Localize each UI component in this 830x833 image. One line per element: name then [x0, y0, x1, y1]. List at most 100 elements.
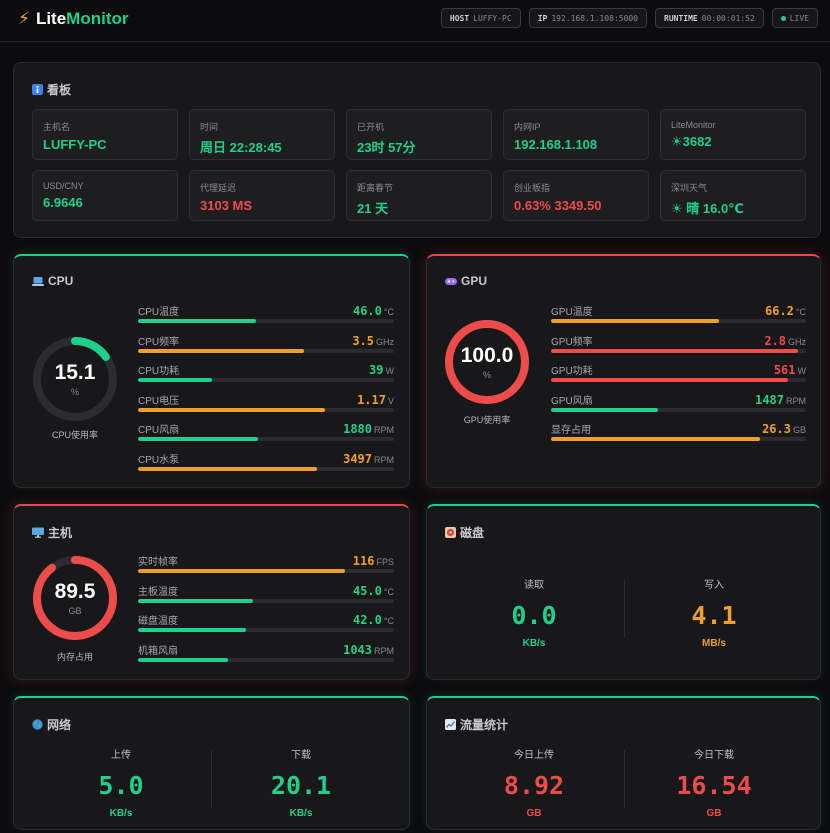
metric-label: GPU功耗 — [551, 366, 593, 378]
metric-bar-fill — [551, 437, 761, 442]
metric-label: 机箱风扇 — [138, 645, 178, 657]
metric-value: 66.2 — [764, 304, 794, 318]
cpu-usage-gauge: 15.1 % — [30, 334, 120, 424]
metric-bar-track — [138, 628, 394, 633]
metric-bar-track — [551, 378, 806, 383]
metric-value: 1043 — [343, 642, 372, 657]
metric-row: 磁盘温度 42.0 °C — [138, 611, 394, 641]
metric-bar-track — [551, 319, 806, 323]
metric-row: 显存占用 26.3 GB — [551, 420, 806, 450]
dashboard-card-label: 创业板指 — [514, 183, 551, 193]
dashboard-title: 看板 — [32, 81, 71, 98]
metric-label: GPU温度 — [551, 307, 593, 318]
cpu-gauge-value: 15.1 — [54, 361, 96, 384]
dashboard-cards: 主机名 LUFFY-PC 时间 周日 22:28:45 已开机 23时 57分 内网IP 19… — [32, 109, 806, 221]
metric-value: 46.0 — [352, 304, 382, 318]
dashboard-card: 主机名 LUFFY-PC — [32, 109, 178, 160]
dashboard-card: 创业板指 0.63% 3349.50 — [503, 170, 649, 221]
disk-read-stat: 读取 0.0 KB/s — [445, 576, 623, 649]
metric-label: GPU风扇 — [551, 395, 593, 407]
metric-bar-track — [551, 407, 806, 412]
info-icon — [32, 84, 43, 95]
gamepad-icon — [445, 278, 457, 285]
live-chip-label: LIVE — [789, 13, 809, 23]
metric-row: CPU电压 1.17 V — [138, 391, 394, 421]
traffic-title-text: 流量统计 — [460, 718, 509, 732]
metric-row: CPU温度 46.0 °C — [138, 302, 394, 332]
traffic-divider — [624, 750, 625, 808]
dashboard-card-label: 内网IP — [514, 122, 541, 132]
traffic-download-label: 今日下载 — [694, 750, 734, 761]
metric-value: 42.0 — [352, 613, 382, 628]
disk-title: 磁盘 — [445, 524, 484, 541]
metric-bar-track — [138, 407, 394, 412]
dashboard-card-label: 主机名 — [43, 122, 71, 132]
dashboard-card-value: 21 天 — [357, 201, 389, 216]
disk-read-value: 0.0 — [511, 601, 557, 630]
app-header: ⚡ Lite Monitor HOST LUFFY-PC IP 192.168.… — [0, 0, 830, 42]
disk-read-label: 读取 — [524, 580, 544, 591]
host-chip: HOST LUFFY-PC — [440, 8, 521, 28]
metric-value: 45.0 — [352, 583, 382, 598]
gauge-arc — [33, 556, 117, 640]
runtime-chip: RUNTIME 00:00:01:52 — [655, 8, 764, 28]
metric-row: 实时帧率 116 FPS — [138, 552, 394, 582]
metric-label: CPU风扇 — [138, 425, 180, 437]
metric-label: CPU温度 — [138, 307, 180, 318]
gpu-panel: GPU 100.0 % GPU使用率 GPU温度 66.2 °C GPU频率 2.8 GH… — [426, 254, 821, 488]
memory-gauge-unit: GB — [68, 606, 82, 616]
gpu-gauge-unit: % — [482, 370, 491, 380]
dashboard-card: 内网IP 192.168.1.108 — [503, 109, 649, 160]
app-name-part2: Monitor — [66, 9, 129, 28]
network-title: 网络 — [32, 716, 71, 733]
gauge-arc — [445, 320, 529, 404]
network-upload-label: 上传 — [111, 750, 131, 761]
metric-row: CPU风扇 1880 RPM — [138, 420, 394, 450]
cpu-panel: CPU 15.1 % CPU使用率 CPU温度 46.0 °C CPU频率 3.5 GHz… — [13, 254, 410, 488]
traffic-upload-unit: GB — [526, 808, 542, 819]
metric-row: GPU温度 66.2 °C — [551, 302, 806, 332]
metric-unit: RPM — [374, 645, 394, 656]
dashboard-card: 距离春节 21 天 — [346, 170, 492, 221]
gauge-arc — [33, 337, 117, 421]
metric-unit: °C — [383, 616, 394, 627]
metric-row: 机箱风扇 1043 RPM — [138, 641, 394, 671]
traffic-upload-stat: 今日上传 8.92 GB — [445, 746, 623, 819]
disk-write-unit: MB/s — [702, 638, 726, 649]
metric-label: CPU功耗 — [138, 366, 180, 378]
metric-bar-track — [138, 657, 394, 662]
metric-bar-fill — [551, 348, 799, 353]
dashboard-card: 已开机 23时 57分 — [346, 109, 492, 160]
metric-row: CPU频率 3.5 GHz — [138, 332, 394, 362]
network-upload-value: 5.0 — [98, 771, 144, 800]
metric-bar-fill — [138, 407, 325, 412]
disk-write-stat: 写入 4.1 MB/s — [625, 576, 803, 649]
disk-title-text: 磁盘 — [460, 526, 485, 540]
metric-bar-track — [551, 348, 806, 353]
metric-row: GPU风扇 1487 RPM — [551, 391, 806, 421]
cpu-gauge-unit: % — [70, 387, 79, 397]
live-chip[interactable]: LIVE — [771, 8, 818, 28]
dashboard-title-text: 看板 — [47, 83, 72, 97]
metric-bar-fill — [138, 466, 318, 471]
globe-icon — [32, 719, 43, 730]
metric-bar-track — [138, 569, 394, 573]
metric-row: CPU水泵 3497 RPM — [138, 450, 394, 480]
host-metrics: 实时帧率 116 FPS 主板温度 45.0 °C 磁盘温度 42.0 °C 机箱风扇 1043 RP… — [138, 552, 394, 670]
runtime-chip-value: 00:00:01:52 — [701, 13, 755, 23]
traffic-panel: 流量统计 今日上传 8.92 GB 今日下载 16.54 GB — [426, 696, 821, 830]
network-download-stat: 下载 20.1 KB/s — [212, 746, 390, 819]
dashboard-card-value: 192.168.1.108 — [514, 137, 598, 152]
metric-bar-fill — [138, 437, 259, 442]
metric-bar-fill — [138, 348, 305, 353]
metric-bar-track — [138, 437, 394, 442]
metric-value: 561 — [773, 363, 796, 378]
metric-row: GPU功耗 561 W — [551, 361, 806, 391]
metric-bar-fill — [138, 378, 213, 383]
metric-bar-fill — [138, 598, 254, 603]
gpu-title: GPU — [445, 274, 487, 288]
cpu-metrics: CPU温度 46.0 °C CPU频率 3.5 GHz CPU功耗 39 W CPU电压 1.17 V… — [138, 302, 394, 480]
disk-divider — [624, 580, 625, 638]
gpu-metrics: GPU温度 66.2 °C GPU频率 2.8 GHz GPU功耗 561 W GPU风扇 1487… — [551, 302, 806, 450]
chart-icon — [445, 719, 456, 730]
